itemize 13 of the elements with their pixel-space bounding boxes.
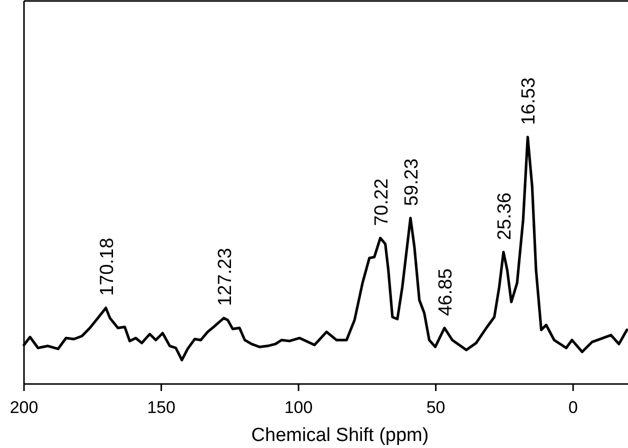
annotation: 25.36 [494, 192, 516, 240]
x-tick-label: 100 [284, 398, 313, 417]
x-tick-label: 200 [10, 398, 38, 417]
x-tick-label: 150 [147, 398, 176, 417]
annotation: 46.85 [435, 268, 456, 316]
annotation: 170.18 [96, 238, 118, 296]
x-tick-label: 50 [426, 398, 446, 417]
x-tick-label: 0 [568, 398, 578, 417]
annotation: 127.23 [214, 248, 236, 306]
annotation: 16.53 [518, 77, 540, 125]
x-axis-title: Chemical Shift (ppm) [251, 425, 429, 446]
annotation: 70.22 [371, 178, 392, 226]
annotation: 59.23 [401, 158, 422, 206]
